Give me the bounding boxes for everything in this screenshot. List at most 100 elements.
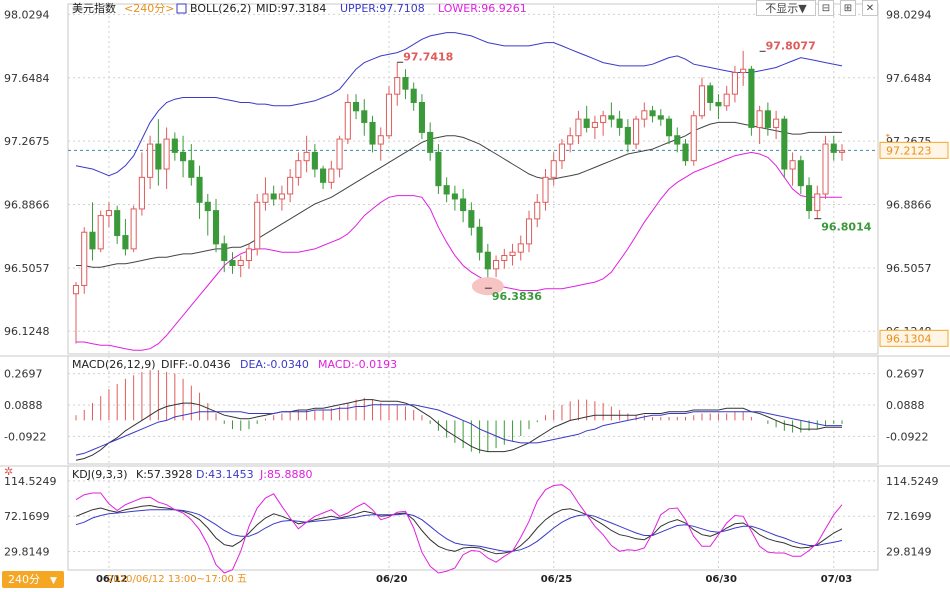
macd-tick-left: 0.2697	[4, 368, 43, 381]
macd-value: MACD:-0.0193	[318, 358, 397, 371]
hide-indicator-button[interactable]: 不显示▼	[756, 0, 816, 16]
price-tick-left: 96.1248	[4, 325, 50, 338]
candle-body	[682, 143, 689, 162]
candle-body	[188, 160, 195, 178]
candle-body	[394, 77, 401, 95]
boll-indicator: BOLL(26,2)	[190, 2, 251, 15]
maximize-icon[interactable]: ⊞	[840, 0, 856, 16]
candle-body	[600, 115, 607, 123]
settings-gear-icon[interactable]: ✲	[4, 465, 13, 478]
last-price-arrow-icon: ⇡	[884, 133, 892, 143]
x-tick-label: 07/03	[821, 574, 853, 585]
kdj-layer	[75, 484, 843, 574]
lower-band-tag	[879, 329, 949, 347]
candle-body	[180, 151, 187, 162]
candle-body	[97, 215, 104, 250]
candle-body	[262, 193, 269, 203]
kdj-tick-right: 114.5249	[886, 475, 939, 488]
period-label: <240分>	[124, 2, 174, 15]
candle-body	[567, 135, 574, 145]
price-tick-left: 98.0294	[4, 8, 50, 21]
macd-panel-frame	[67, 355, 879, 465]
candle-body	[781, 118, 788, 170]
candle-body	[204, 201, 211, 212]
low-label: 96.3836	[492, 290, 542, 303]
x-tick-label: 06/25	[541, 574, 573, 585]
price-tick-right: 96.5057	[886, 262, 932, 275]
kdj-tick-right: 29.8149	[886, 545, 932, 558]
instrument-name: 美元指数	[72, 1, 116, 15]
low-label: 96.8014	[821, 221, 871, 234]
candle-body	[122, 235, 129, 250]
candle-body	[245, 248, 253, 262]
boll-checkbox-icon[interactable]	[176, 3, 187, 14]
last-price-label: 97.2123	[886, 144, 932, 157]
minimize-icon[interactable]: ⊟	[818, 0, 834, 16]
candle-body	[542, 176, 549, 203]
candle-body	[773, 118, 780, 128]
candle-body	[418, 101, 425, 133]
candle-body	[797, 160, 804, 187]
candle-body	[336, 138, 343, 170]
candle-body	[764, 110, 771, 128]
candle-body	[674, 135, 681, 145]
period-dropdown-icon: ▼	[50, 576, 57, 586]
candle-body	[641, 110, 648, 120]
price-panel-frame	[67, 3, 879, 355]
period-selector[interactable]	[2, 571, 64, 588]
candle-body	[114, 210, 121, 237]
kdj-k: K:57.3928	[136, 468, 192, 481]
candle-body	[608, 115, 615, 120]
price-annotations: 97.7418 97.8077 96.3836 96.8014	[397, 39, 872, 303]
candle-body	[89, 231, 96, 250]
kdj-tick-left: 72.1699	[4, 510, 50, 523]
candle-body	[591, 121, 598, 128]
kdj-name: KDJ(9,3,3)	[72, 468, 128, 481]
close-icon[interactable]: ✕	[862, 0, 878, 16]
candle-body	[657, 115, 664, 120]
last-price-tag	[879, 141, 949, 159]
candles	[72, 50, 846, 344]
candle-body	[806, 185, 813, 212]
macd-layer	[75, 370, 843, 461]
boll-lower: LOWER:96.9261	[438, 2, 527, 15]
footer: 240分 ▼ 2020/06/12 13:00~17:00 五	[2, 571, 247, 588]
candle-body	[254, 201, 261, 250]
candle-body	[369, 121, 376, 145]
candle-body	[328, 168, 335, 183]
boll-upper: UPPER:97.7108	[340, 2, 425, 15]
candle-body	[756, 110, 763, 128]
candle-body	[196, 176, 203, 203]
kdj-tick-left: 29.8149	[4, 545, 50, 558]
price-header: 美元指数 <240分> BOLL(26,2) MID:97.3184 UPPER…	[72, 1, 527, 15]
candle-body	[698, 85, 706, 117]
kdj-j: J:85.8880	[259, 468, 312, 481]
boll-mid: MID:97.3184	[256, 2, 326, 15]
x-tick-label: 06/12	[96, 574, 128, 585]
macd-dea-line	[75, 404, 842, 456]
candle-body	[740, 68, 747, 74]
candle-body	[105, 210, 112, 217]
boll-lower-line	[76, 151, 842, 351]
candle-body	[830, 143, 837, 153]
candle-body	[748, 68, 755, 128]
candle-body	[707, 85, 714, 103]
candle-body	[410, 88, 417, 103]
candle-body	[212, 210, 220, 245]
price-tick-right: 96.8866	[886, 199, 932, 212]
kdj-d-line	[75, 509, 843, 552]
candle-body	[229, 260, 236, 266]
candle-body	[665, 118, 673, 137]
macd-diff: DIFF:-0.0436	[161, 358, 231, 371]
high-label: 97.8077	[766, 39, 816, 52]
candle-body	[320, 168, 327, 183]
candle-body	[534, 201, 541, 220]
macd-tick-right: 0.2697	[886, 368, 925, 381]
price-tick-right: 98.0294	[886, 8, 932, 21]
macd-header: MACD(26,12,9) DIFF:-0.0436 DEA:-0.0340 M…	[72, 358, 397, 371]
price-tick-right: 97.6484	[886, 72, 932, 85]
candle-body	[287, 176, 294, 195]
candle-body	[501, 255, 508, 262]
